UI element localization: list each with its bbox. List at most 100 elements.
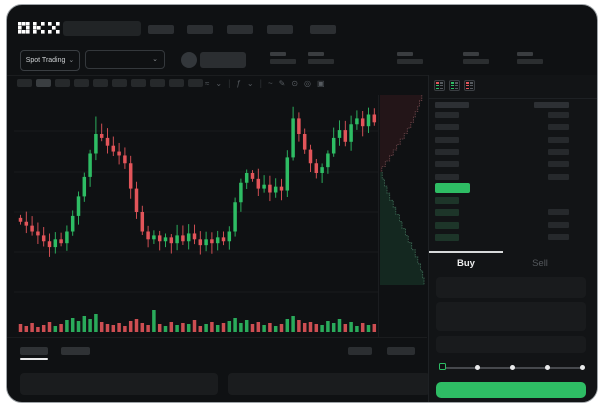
divider: | bbox=[228, 78, 231, 88]
pair-selector[interactable]: ⌄ bbox=[85, 50, 165, 69]
timeframe-button[interactable] bbox=[188, 79, 203, 87]
ask-price-bar bbox=[435, 136, 459, 143]
chevron-down-icon: ⌄ bbox=[152, 56, 158, 63]
compare-icon[interactable]: ~ bbox=[267, 78, 273, 88]
nav-item[interactable] bbox=[227, 25, 253, 34]
market-type-selector[interactable]: Spot Trading ⌄ bbox=[20, 50, 80, 71]
timeframe-button[interactable] bbox=[150, 79, 165, 87]
timeframe-button[interactable] bbox=[17, 79, 32, 87]
divider: | bbox=[259, 78, 262, 88]
ask-amount-bar bbox=[548, 173, 569, 180]
ticker-stat bbox=[397, 52, 427, 66]
bottom-tab-2[interactable] bbox=[61, 347, 90, 355]
stat-value-placeholder bbox=[270, 59, 296, 64]
row-line bbox=[439, 84, 443, 87]
nav-item[interactable] bbox=[310, 25, 336, 34]
ticker-stat bbox=[517, 52, 547, 66]
green-dot bbox=[436, 84, 439, 87]
row-line bbox=[439, 87, 443, 89]
bid-amount-bar bbox=[548, 233, 569, 240]
red-dot bbox=[466, 82, 469, 84]
orderbook-view-both[interactable] bbox=[434, 80, 445, 91]
ask-amount-bar bbox=[548, 161, 569, 168]
chevron-down-icon[interactable]: ⌄ bbox=[215, 78, 223, 88]
chevron-down-icon: ⌄ bbox=[68, 57, 75, 64]
nav-item[interactable] bbox=[267, 25, 293, 34]
bottom-action-placeholder[interactable] bbox=[348, 347, 372, 355]
row-line bbox=[454, 82, 458, 84]
bottom-panel-right bbox=[228, 373, 430, 395]
indicators-icon[interactable]: ƒ bbox=[236, 78, 241, 88]
nav-item[interactable] bbox=[187, 25, 213, 34]
draw-icon[interactable]: ✎ bbox=[278, 78, 286, 88]
ask-amount-bar bbox=[548, 136, 569, 143]
bid-price-bar bbox=[435, 197, 459, 204]
red-dot bbox=[436, 82, 439, 84]
chart-depth-divider bbox=[378, 95, 379, 338]
active-tab-indicator bbox=[20, 358, 48, 360]
timeframe-button[interactable] bbox=[55, 79, 70, 87]
slider-step[interactable] bbox=[510, 365, 515, 370]
timeframe-button[interactable] bbox=[169, 79, 184, 87]
slider-step[interactable] bbox=[475, 365, 480, 370]
tab-sell[interactable]: Sell bbox=[532, 258, 548, 269]
fullscreen-icon[interactable]: ▣ bbox=[317, 78, 325, 88]
chevron-down-icon[interactable]: ⌄ bbox=[246, 78, 254, 88]
camera-icon[interactable]: ⊙ bbox=[291, 78, 299, 88]
stat-label-placeholder bbox=[308, 52, 324, 56]
stat-value-placeholder bbox=[308, 59, 334, 64]
ticker-stat bbox=[463, 52, 493, 66]
order-total-field[interactable] bbox=[436, 336, 586, 353]
bottom-action-placeholder[interactable] bbox=[387, 347, 415, 355]
ticker-stat bbox=[270, 52, 300, 66]
chart-bottom-divider bbox=[7, 337, 427, 338]
slider-step[interactable] bbox=[545, 365, 550, 370]
okx-logo bbox=[18, 22, 60, 34]
last-price-highlight[interactable] bbox=[435, 183, 470, 193]
chart-type-icon[interactable]: ≈ bbox=[205, 78, 210, 88]
stat-value-placeholder bbox=[397, 59, 423, 64]
tab-buy[interactable]: Buy bbox=[457, 258, 475, 269]
timeframe-button[interactable] bbox=[112, 79, 127, 87]
app-window: Spot Trading ⌄ ⌄ ≈ ⌄ | ƒ ⌄ | ~ ✎ ⊙ ◎ ▣ Buy Sell bbox=[6, 4, 598, 403]
row-line bbox=[454, 84, 458, 87]
orderbook-col-amount bbox=[534, 102, 569, 108]
header-divider bbox=[7, 75, 597, 76]
order-amount-field[interactable] bbox=[436, 302, 586, 331]
bottom-tab-1[interactable] bbox=[20, 347, 48, 355]
ask-amount-bar bbox=[548, 112, 569, 118]
bottom-panel-left bbox=[20, 373, 218, 395]
slider-step[interactable] bbox=[580, 365, 585, 370]
green-dot bbox=[436, 87, 439, 89]
buy-submit-button[interactable] bbox=[436, 382, 586, 398]
stat-value-placeholder bbox=[463, 59, 489, 64]
nav-item[interactable] bbox=[148, 25, 174, 34]
orderbook-panel: Buy Sell bbox=[428, 75, 597, 402]
orderbook-view-asks[interactable] bbox=[464, 80, 475, 91]
candlestick-chart[interactable] bbox=[14, 95, 379, 338]
stat-label-placeholder bbox=[397, 52, 413, 56]
row-line bbox=[469, 82, 473, 84]
ask-price-bar bbox=[435, 112, 459, 118]
orderbook-view-bids[interactable] bbox=[449, 80, 460, 91]
search-input[interactable] bbox=[63, 21, 141, 36]
bid-amount-bar bbox=[548, 221, 569, 228]
row-line bbox=[439, 82, 443, 84]
timeframe-button[interactable] bbox=[36, 79, 51, 87]
ask-price-bar bbox=[435, 124, 459, 131]
order-price-field[interactable] bbox=[436, 277, 586, 298]
orderbook-col-price bbox=[435, 102, 469, 108]
slider-handle[interactable] bbox=[439, 363, 446, 370]
timeframe-bar bbox=[17, 79, 203, 89]
timeframe-button[interactable] bbox=[131, 79, 146, 87]
red-dot bbox=[466, 87, 469, 89]
stat-value-placeholder bbox=[517, 59, 543, 64]
settings-icon[interactable]: ◎ bbox=[304, 78, 311, 88]
ticker-stat bbox=[308, 52, 338, 66]
chart-tools: ≈ ⌄ | ƒ ⌄ | ~ ✎ ⊙ ◎ ▣ bbox=[205, 77, 325, 89]
bid-price-bar bbox=[435, 233, 459, 241]
timeframe-button[interactable] bbox=[74, 79, 89, 87]
timeframe-button[interactable] bbox=[93, 79, 108, 87]
last-price-placeholder bbox=[200, 52, 246, 68]
buy-tab-indicator bbox=[429, 251, 503, 253]
